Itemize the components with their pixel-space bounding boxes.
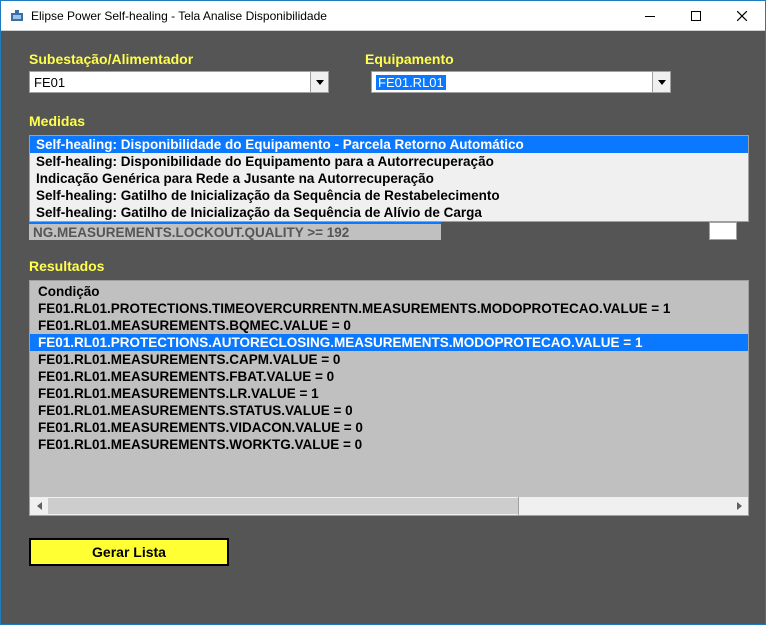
- medidas-item[interactable]: Self-healing: Disponibilidade do Equipam…: [30, 153, 748, 170]
- resultados-label: Resultados: [29, 258, 737, 274]
- resultados-table[interactable]: Condição FE01.RL01.PROTECTIONS.TIMEOVERC…: [29, 280, 749, 516]
- subestacao-dropdown-button[interactable]: [311, 71, 329, 93]
- combo-row: FE01.RL01: [29, 71, 737, 93]
- medidas-item[interactable]: Self-healing: Gatilho de Inicialização d…: [30, 187, 748, 204]
- maximize-button[interactable]: [673, 1, 719, 30]
- resultados-row[interactable]: FE01.RL01.MEASUREMENTS.LR.VALUE = 1: [38, 385, 742, 402]
- resultados-section: Resultados Condição FE01.RL01.PROTECTION…: [29, 258, 737, 516]
- resultados-row[interactable]: FE01.RL01.MEASUREMENTS.BQMEC.VALUE = 0: [38, 317, 742, 334]
- app-window: Elipse Power Self-healing - Tela Analise…: [0, 0, 766, 625]
- chevron-down-icon: [658, 80, 666, 85]
- medidas-section: Medidas Self-healing: Disponibilidade do…: [29, 113, 737, 240]
- field-labels-row: Subestação/Alimentador Equipamento: [29, 51, 737, 71]
- medidas-item[interactable]: Self-healing: Gatilho de Inicialização d…: [30, 204, 748, 221]
- medidas-label: Medidas: [29, 113, 737, 129]
- titlebar: Elipse Power Self-healing - Tela Analise…: [1, 1, 765, 31]
- medidas-cutoff-row: NG.MEASUREMENTS.LOCKOUT.QUALITY >= 192: [29, 222, 737, 240]
- scroll-right-button[interactable]: [730, 497, 748, 515]
- resultados-row[interactable]: FE01.RL01.MEASUREMENTS.CAPM.VALUE = 0: [38, 351, 742, 368]
- gerar-lista-label: Gerar Lista: [92, 544, 166, 560]
- subestacao-input[interactable]: [29, 71, 311, 93]
- subestacao-combo[interactable]: [29, 71, 329, 93]
- resultados-row[interactable]: FE01.RL01.MEASUREMENTS.VIDACON.VALUE = 0: [38, 419, 742, 436]
- equipamento-label: Equipamento: [365, 51, 454, 67]
- resultados-row[interactable]: FE01.RL01.PROTECTIONS.TIMEOVERCURRENTN.M…: [38, 300, 742, 317]
- window-title: Elipse Power Self-healing - Tela Analise…: [31, 9, 627, 23]
- gerar-lista-button[interactable]: Gerar Lista: [29, 538, 229, 566]
- medidas-cutoff-text: NG.MEASUREMENTS.LOCKOUT.QUALITY >= 192: [29, 222, 441, 240]
- resultados-body: Condição FE01.RL01.PROTECTIONS.TIMEOVERC…: [30, 281, 748, 453]
- resultados-hscrollbar[interactable]: [30, 497, 748, 515]
- resultados-row[interactable]: FE01.RL01.MEASUREMENTS.WORKTG.VALUE = 0: [38, 436, 742, 453]
- chevron-down-icon: [316, 80, 324, 85]
- scroll-track-right[interactable]: [519, 497, 730, 515]
- resultados-row[interactable]: FE01.RL01.MEASUREMENTS.FBAT.VALUE = 0: [38, 368, 742, 385]
- equipamento-value: FE01.RL01: [376, 75, 446, 90]
- medidas-item[interactable]: Self-healing: Disponibilidade do Equipam…: [30, 136, 748, 153]
- triangle-left-icon: [37, 502, 42, 510]
- minimize-button[interactable]: [627, 1, 673, 30]
- equipamento-combo[interactable]: FE01.RL01: [371, 71, 671, 93]
- medidas-side-panel: [709, 222, 737, 240]
- equipamento-dropdown-button[interactable]: [653, 71, 671, 93]
- client-area: Subestação/Alimentador Equipamento FE01.…: [1, 31, 765, 624]
- scroll-track-left[interactable]: [48, 497, 518, 515]
- medidas-listbox[interactable]: Self-healing: Disponibilidade do Equipam…: [29, 135, 749, 222]
- subestacao-label: Subestação/Alimentador: [29, 51, 365, 67]
- medidas-item[interactable]: Indicação Genérica para Rede a Jusante n…: [30, 170, 748, 187]
- resultados-row[interactable]: FE01.RL01.PROTECTIONS.AUTORECLOSING.MEAS…: [30, 334, 748, 351]
- equipamento-input[interactable]: FE01.RL01: [371, 71, 653, 93]
- app-icon: [9, 8, 25, 24]
- close-button[interactable]: [719, 1, 765, 30]
- triangle-right-icon: [737, 502, 742, 510]
- resultados-header: Condição: [38, 283, 742, 300]
- resultados-row[interactable]: FE01.RL01.MEASUREMENTS.STATUS.VALUE = 0: [38, 402, 742, 419]
- scroll-left-button[interactable]: [30, 497, 48, 515]
- scroll-thumb[interactable]: [48, 498, 518, 514]
